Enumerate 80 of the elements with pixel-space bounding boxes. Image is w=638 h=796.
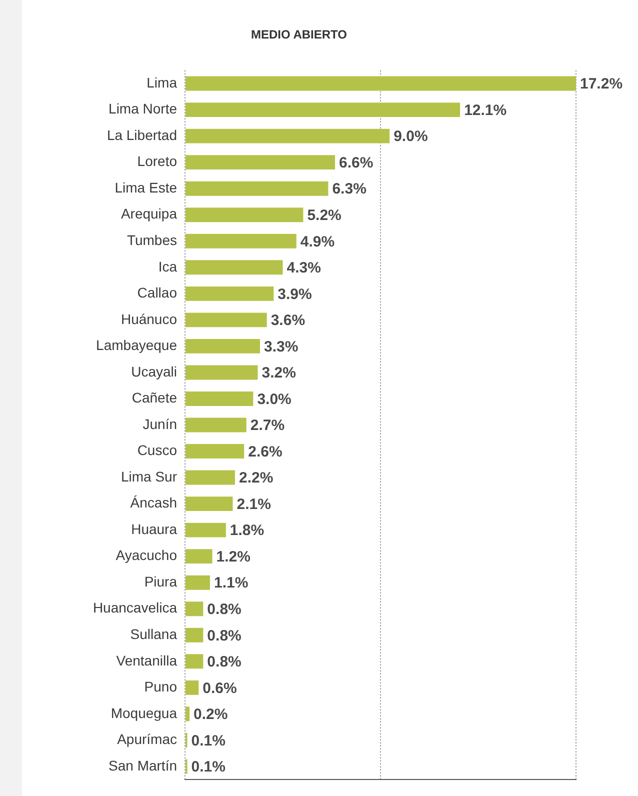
bar — [186, 418, 246, 432]
data-label: 17.2% — [580, 76, 623, 93]
y-tick-label: Puno — [144, 678, 178, 695]
bar — [186, 338, 260, 354]
y-tick-label: Cusco — [137, 442, 178, 458]
bar — [186, 392, 254, 406]
data-label: 6.6% — [339, 154, 374, 172]
y-tick-label: Huaura — [131, 520, 178, 537]
bar — [186, 706, 190, 722]
y-tick-label: Callao — [137, 284, 178, 301]
data-label: 0.1% — [191, 758, 226, 776]
y-tick-label: Moquegua — [110, 704, 178, 721]
bar — [186, 470, 236, 485]
y-tick-label: Áncash — [130, 494, 177, 511]
bar — [186, 76, 576, 91]
y-tick-label: Lima Este — [114, 179, 178, 196]
y-tick-label: Cañete — [132, 390, 178, 406]
bar — [186, 654, 204, 669]
y-tick-label: Junín — [142, 416, 177, 432]
bar — [186, 208, 304, 222]
y-tick-label: Loreto — [137, 153, 178, 170]
y-tick-label: Huancavelica — [92, 600, 178, 616]
data-label: 3.3% — [264, 338, 298, 356]
bar — [186, 260, 283, 275]
bar — [186, 602, 204, 616]
y-tick-label: Piura — [144, 573, 178, 590]
data-label: 12.1% — [464, 102, 507, 119]
y-tick-label: Apurímac — [117, 731, 177, 748]
data-label: 4.3% — [286, 260, 321, 277]
data-label: 0.1% — [191, 732, 226, 750]
bar — [186, 155, 336, 170]
y-tick-label: La Libertad — [106, 126, 177, 143]
bar — [186, 444, 244, 458]
y-tick-label: Lima Sur — [120, 468, 178, 484]
data-label: 2.6% — [248, 443, 282, 460]
data-label: 3.6% — [270, 312, 306, 330]
data-label: 0.2% — [194, 706, 228, 724]
y-tick-label: Lima — [146, 74, 178, 90]
y-tick-label: Lambayeque — [96, 337, 178, 354]
y-tick-label: San Martín — [108, 757, 177, 774]
y-tick-label: Ica — [158, 258, 178, 274]
y-tick-label: Ucayali — [131, 363, 177, 380]
y-tick-label: Ventanilla — [116, 652, 178, 668]
bar — [186, 365, 258, 380]
data-label: 2.2% — [239, 470, 274, 487]
data-label: 3.0% — [257, 390, 292, 408]
data-label: 1.2% — [216, 548, 250, 566]
bar — [186, 102, 460, 118]
data-label: 0.8% — [207, 601, 242, 618]
bar — [186, 312, 267, 328]
bar — [186, 128, 390, 144]
data-label: 9.0% — [394, 128, 428, 146]
chart-title: MEDIO ABIERTO — [250, 28, 348, 42]
bar — [186, 181, 328, 196]
data-label: 5.2% — [307, 207, 342, 224]
data-label: 2.1% — [236, 496, 271, 513]
data-label: 4.9% — [300, 233, 335, 250]
data-label: 0.8% — [207, 627, 242, 644]
data-label: 6.3% — [332, 180, 366, 198]
y-tick-label: Lima Norte — [108, 100, 178, 117]
data-label: 0.6% — [202, 680, 237, 697]
data-label: 1.1% — [214, 574, 248, 592]
bar — [186, 680, 199, 695]
y-tick-label: Ayacucho — [116, 547, 178, 564]
bar — [186, 496, 233, 512]
y-tick-label: Arequipa — [120, 206, 178, 222]
y-tick-label: Huánuco — [120, 310, 178, 327]
bar — [186, 549, 212, 564]
data-label: 0.8% — [207, 654, 242, 671]
bar — [186, 234, 296, 248]
data-label: 3.2% — [262, 364, 296, 382]
bar — [186, 628, 204, 642]
data-label: 3.9% — [278, 286, 312, 303]
y-tick-label: Sullana — [130, 626, 178, 642]
bar — [186, 286, 274, 301]
y-tick-label: Tumbes — [126, 232, 177, 248]
data-label: 1.8% — [230, 522, 264, 540]
bar — [186, 522, 226, 538]
data-label: 2.7% — [250, 417, 285, 434]
bar — [186, 575, 210, 590]
